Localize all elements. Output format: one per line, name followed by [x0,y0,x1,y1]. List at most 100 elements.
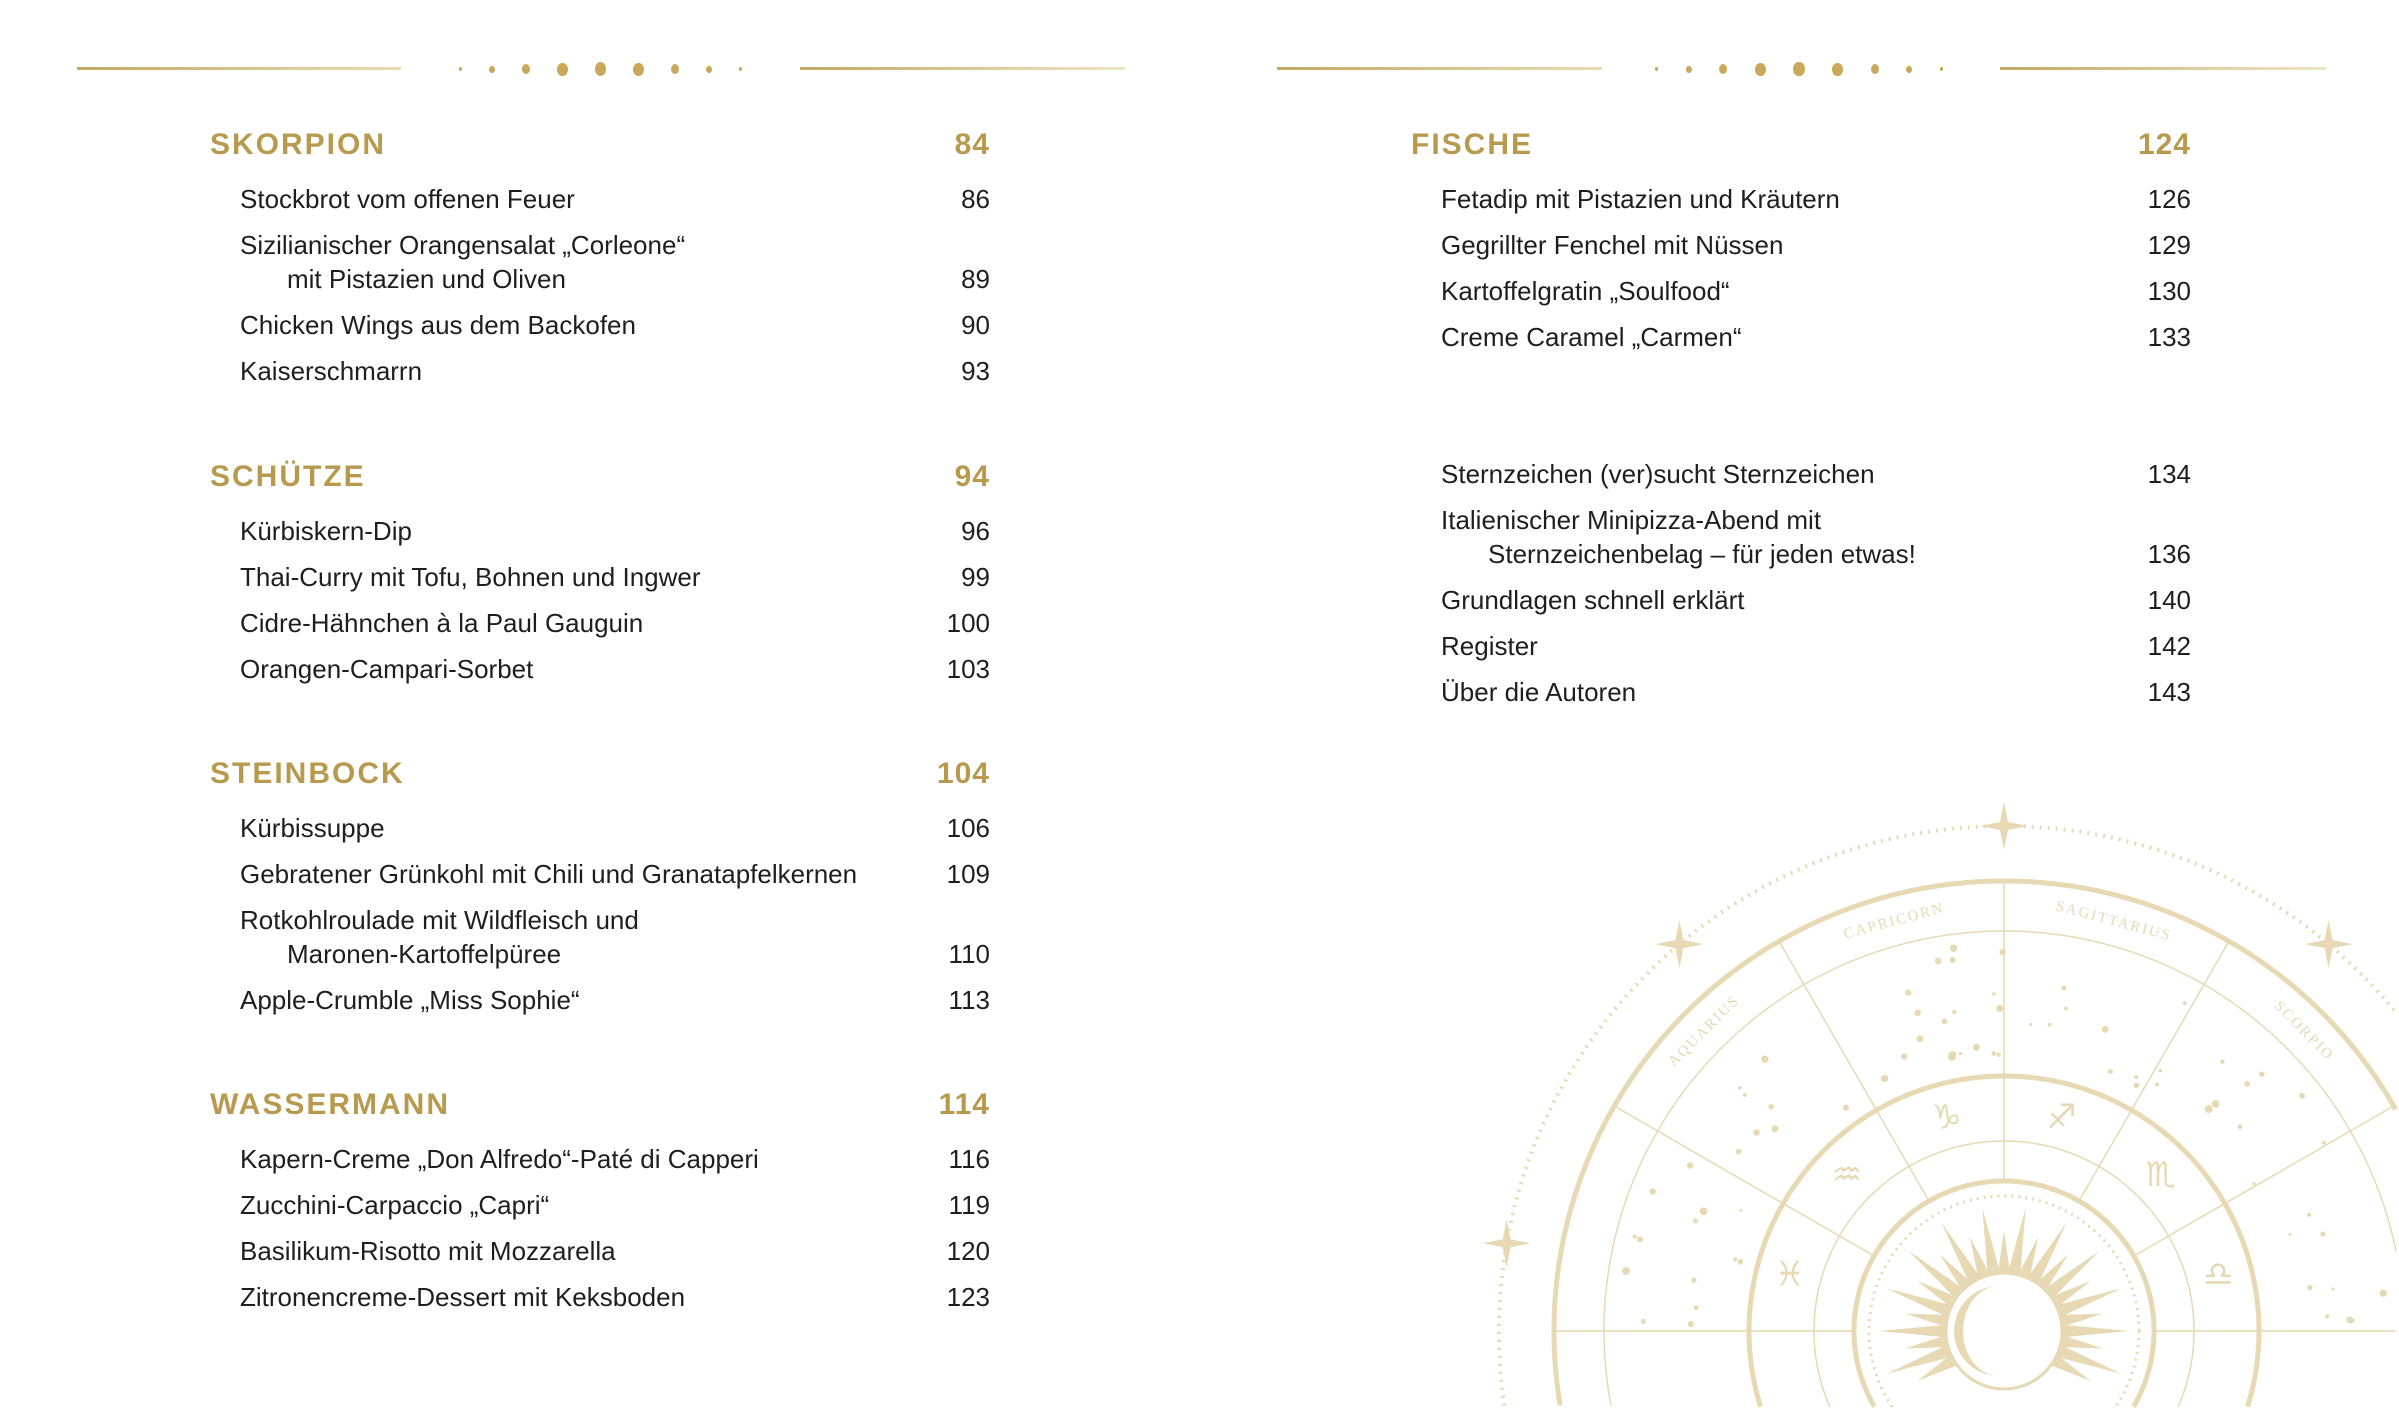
toc-entry[interactable]: Sizilianischer Orangensalat „Corleone“ mi… [210,222,990,302]
toc-entry[interactable]: Cidre-Hähnchen à la Paul Gauguin 100 [210,600,990,646]
toc-section-fische: FISCHE 124 Fetadip mit Pistazien und Kräu… [1411,125,2191,360]
toc-entry[interactable]: Thai-Curry mit Tofu, Bohnen und Ingwer 9… [210,554,990,600]
constellation-star [1733,1257,1738,1262]
toc-chapter-heading[interactable]: SCHÜTZE 94 [210,457,990,497]
ornament-dot [522,64,531,74]
toc-entry[interactable]: Italienischer Minipizza-Abend mit Sternze… [1411,497,2191,577]
constellation-star [1693,1305,1699,1311]
toc-entry-title: Orangen-Campari-Sorbet [240,654,534,684]
toc-entry-title: Basilikum-Risotto mit Mozzarella [240,1236,616,1266]
constellation-star [2351,1318,2355,1323]
toc-chapter-heading[interactable]: FISCHE 124 [1411,125,2191,165]
constellation-star [1996,1004,2004,1012]
sun-ray [2047,1352,2091,1381]
toc-entry[interactable]: Fetadip mit Pistazien und Kräutern 126 [1411,176,2191,222]
toc-entry[interactable]: Basilikum-Risotto mit Mozzarella 120 [210,1228,990,1274]
toc-entry-page: 130 [2147,276,2191,306]
toc-entry-title: Kartoffelgratin „Soulfood“ [1441,276,1730,306]
toc-entry-title: Thai-Curry mit Tofu, Bohnen und Ingwer [240,562,701,592]
star-icon [1655,920,1704,969]
middle-ring [2245,1331,2262,1408]
constellation-star [1843,1104,1850,1111]
toc-entry-page: 109 [946,859,990,889]
toc-entry[interactable]: Kapern-Creme „Don Alfredo“-Paté di Cappe… [210,1136,990,1182]
toc-entry-page: 90 [961,310,990,340]
constellation-star [1691,1277,1697,1283]
toc-entry[interactable]: Gegrillter Fenchel mit Nüssen 129 [1411,222,2191,268]
constellation-star [1905,989,1912,996]
toc-entry[interactable]: Chicken Wings aus dem Backofen 90 [210,302,990,348]
constellation-star [1742,1093,1747,1097]
outer-ring [1551,878,2398,1406]
ornament-dot [1719,64,1728,74]
constellation-star [2307,1212,2312,1217]
toc-chapter-heading[interactable]: SKORPION 84 [210,125,990,165]
toc-section-skorpion: SKORPION 84 Stockbrot vom offenen Feuer 8… [210,125,990,394]
toc-entry-title: Register [1441,631,1538,661]
constellation-star [1768,1104,1774,1110]
toc-entry[interactable]: Kaiserschmarrn 93 [210,348,990,394]
sun-ray [1997,1231,2011,1277]
constellation-star [2029,1022,2033,1026]
sector-divider [2133,1105,2395,1257]
toc-entry-title: Italienischer Minipizza-Abend mit Sternze… [1441,505,1916,569]
sun-ray [2016,1237,2039,1282]
sun-ray [1886,1343,1955,1374]
toc-entry-page: 86 [961,184,990,214]
constellation-star [1996,1052,2002,1058]
toc-entry-page: 96 [961,516,990,546]
toc-entry[interactable]: Creme Caramel „Carmen“ 133 [1411,314,2191,360]
sector-divider [2133,1405,2137,1408]
toc-entry-page: 133 [2147,322,2191,352]
toc-entry[interactable]: Kürbiskern-Dip 96 [210,508,990,554]
ornament-dot [1755,62,1766,76]
toc-entry-title: Sternzeichen (ver)sucht Sternzeichen [1441,459,1875,489]
constellation-star [1735,1148,1742,1155]
toc-chapter-heading[interactable]: WASSERMANN 114 [210,1085,990,1125]
toc-entry[interactable]: Stockbrot vom offenen Feuer 86 [210,176,990,222]
constellation-star [2158,1068,2163,1073]
ornament-dot [1939,67,1943,71]
toc-entry[interactable]: Orangen-Campari-Sorbet 103 [210,646,990,692]
ornament-dot [738,67,742,71]
toc-entry[interactable]: Zitronencreme-Dessert mit Keksboden 123 [210,1274,990,1320]
sun-ray [1969,1237,1992,1282]
toc-entry-title: Stockbrot vom offenen Feuer [240,184,575,214]
sun-ray [1908,1250,1967,1301]
sun-ray [1879,1324,1950,1338]
constellation-star [1737,1258,1744,1265]
toc-entry[interactable]: Zucchini-Carpaccio „Capri“ 119 [210,1182,990,1228]
constellation-star [2288,1232,2292,1236]
star-icon [1482,1219,1531,1268]
constellation-star [2244,1080,2251,1087]
toc-entry[interactable]: Kürbissuppe 106 [210,805,990,851]
toc-entry-title: Kürbiskern-Dip [240,516,412,546]
constellation-star [1916,1035,1924,1043]
toc-entry[interactable]: Apple-Crumble „Miss Sophie“ 113 [210,977,990,1023]
constellation-star [1737,1086,1742,1090]
header-rule-left-2 [800,67,1125,70]
ornament-dot [1655,67,1659,71]
toc-entry-page: 93 [961,356,990,386]
constellation-star [1761,1055,1769,1063]
sector-divider [1778,940,1930,1202]
toc-entry[interactable]: Register 142 [1411,623,2191,669]
toc-entry[interactable]: Über die Autoren 143 [1411,669,2191,715]
toc-entry-page: 129 [2147,230,2191,260]
label-ring [1603,930,2397,1406]
sun-ray [2006,1207,2026,1279]
zodiac-sign-icon: ♒ [1832,1155,1862,1195]
toc-entry[interactable]: Grundlagen schnell erklärt 140 [1411,577,2191,623]
constellation-star [1640,1318,1647,1325]
sun-ray [2058,1324,2129,1338]
toc-entry[interactable]: Kartoffelgratin „Soulfood“ 130 [1411,268,2191,314]
toc-chapter-heading[interactable]: STEINBOCK 104 [210,754,990,794]
toc-entry[interactable]: Gebratener Grünkohl mit Chili und Granat… [210,851,990,897]
toc-section-wassermann: WASSERMANN 114 Kapern-Creme „Don Alfredo“… [210,1085,990,1320]
toc-entry[interactable]: Rotkohlroulade mit Wildfleisch und Marone… [210,897,990,977]
sun-ray [1905,1313,1952,1329]
ornament-dot [670,64,679,74]
toc-entry-title: Zucchini-Carpaccio „Capri“ [240,1190,550,1220]
toc-entry[interactable]: Sternzeichen (ver)sucht Sternzeichen 134 [1411,451,2191,497]
zodiac-label: AQUARIUS [1665,992,1742,1069]
